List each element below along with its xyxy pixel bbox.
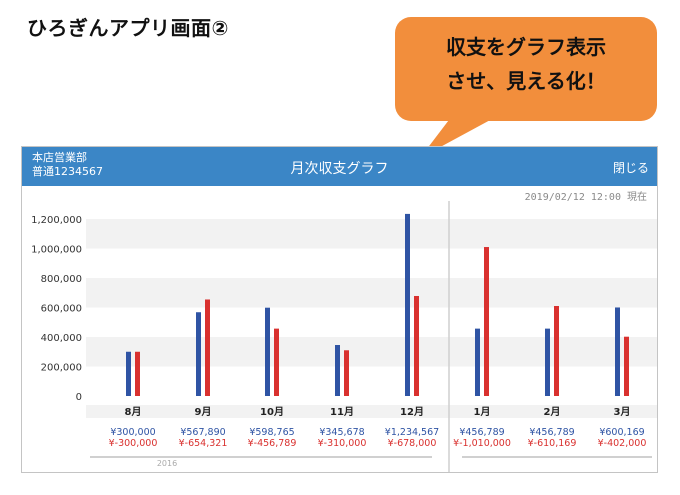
expense-bar: [344, 350, 349, 396]
income-bar: [196, 312, 201, 396]
grid-band: [86, 219, 657, 249]
callout-bubble: [395, 17, 657, 121]
expense-label: ¥-654,321: [179, 438, 228, 449]
account-number: 普通1234567: [32, 165, 103, 178]
y-tick-label: 0: [76, 392, 82, 403]
month-label: 9月: [195, 406, 212, 418]
account-branch: 本店営業部: [32, 151, 87, 164]
screen-title: 月次収支グラフ: [290, 161, 389, 177]
callout-line-1: 収支をグラフ表示: [446, 35, 606, 59]
income-label: ¥300,000: [110, 427, 155, 438]
income-bar: [475, 328, 480, 396]
month-label: 8月: [125, 406, 142, 418]
callout-line-2: させ、見える化！: [446, 69, 606, 93]
monthly-balance-chart: 0 200,000 400,000 600,000 800,000 1,000,000 1,…: [31, 201, 657, 472]
expense-bar: [414, 295, 419, 396]
month-label: 10月: [260, 406, 284, 418]
income-label: ¥456,789: [459, 427, 504, 438]
close-button[interactable]: 閉じる: [612, 161, 649, 175]
income-bar: [545, 328, 550, 396]
expense-label: ¥-456,789: [248, 438, 297, 449]
expense-bar: [554, 306, 559, 396]
timestamp: 2019/02/12 12:00 現在: [524, 192, 647, 203]
y-tick-label: 1,000,000: [31, 245, 82, 256]
income-label: ¥345,678: [319, 427, 364, 438]
year-label: 2016: [157, 459, 177, 468]
income-bar: [405, 213, 410, 396]
income-bar: [615, 307, 620, 396]
income-label: ¥456,789: [529, 427, 574, 438]
slide-title: ひろぎんアプリ画面②: [27, 16, 229, 40]
expense-bar: [274, 328, 279, 396]
y-tick-label: 400,000: [41, 333, 82, 344]
month-label: 3月: [614, 406, 631, 418]
app-screen: 本店営業部 普通1234567 月次収支グラフ 閉じる 2019/02/12 1…: [21, 146, 658, 473]
expense-bar: [205, 299, 210, 396]
month-label: 11月: [330, 406, 354, 418]
income-label: ¥567,890: [180, 427, 225, 438]
y-tick-label: 800,000: [41, 274, 82, 285]
expense-label: ¥-300,000: [109, 438, 158, 449]
income-label: ¥1,234,567: [385, 427, 439, 438]
month-label: 1月: [474, 406, 491, 418]
month-label: 12月: [400, 406, 424, 418]
app-header: 本店営業部 普通1234567 月次収支グラフ 閉じる: [22, 147, 657, 186]
expense-label: ¥-610,169: [528, 438, 577, 449]
month-label: 2月: [544, 406, 561, 418]
callout-text: 収支をグラフ表示 させ、見える化！: [395, 30, 657, 98]
grid-band: [86, 337, 657, 367]
expense-bar: [135, 351, 140, 396]
expense-label: ¥-678,000: [388, 438, 437, 449]
grid-band: [86, 278, 657, 308]
expense-label: ¥-310,000: [318, 438, 367, 449]
y-tick-label: 600,000: [41, 304, 82, 315]
expense-label: ¥-1,010,000: [453, 438, 511, 449]
month-row: [86, 405, 657, 418]
expense-label: ¥-402,000: [598, 438, 647, 449]
income-bar: [126, 351, 131, 396]
income-label: ¥598,765: [249, 427, 294, 438]
account-info: 本店営業部 普通1234567: [32, 151, 103, 179]
income-bar: [335, 345, 340, 396]
expense-bar: [624, 336, 629, 396]
income-label: ¥600,169: [599, 427, 644, 438]
expense-bar: [484, 247, 489, 396]
income-bar: [265, 307, 270, 396]
y-tick-label: 200,000: [41, 363, 82, 374]
y-tick-label: 1,200,000: [31, 215, 82, 226]
